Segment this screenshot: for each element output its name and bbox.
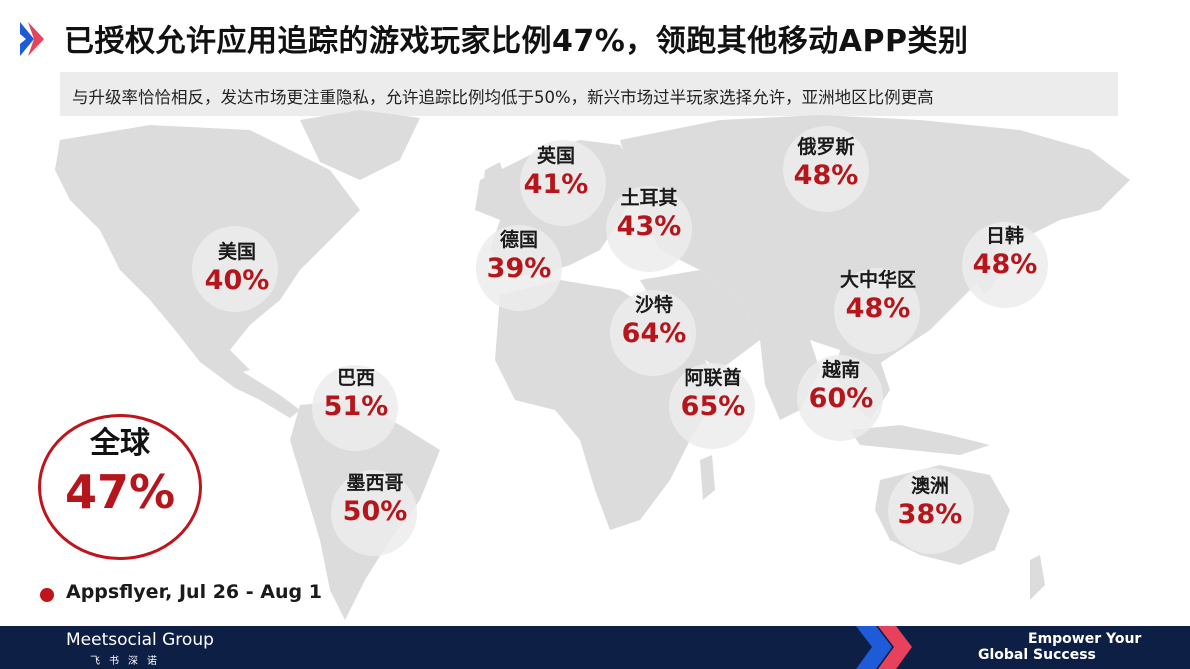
region-label: 沙特 64%	[584, 293, 724, 351]
region-name: 英国	[536, 145, 575, 167]
global-name: 全球	[90, 426, 150, 461]
region-bubble-uk	[520, 140, 606, 226]
page-subtitle: 与升级率恰恰相反，发达市场更注重隐私，允许追踪比例均低于50%，新兴市场过半玩家…	[72, 88, 934, 107]
region-name: 阿联酋	[684, 367, 742, 389]
region-bubble-usa	[192, 226, 278, 312]
region-label: 俄罗斯 48%	[756, 135, 896, 193]
region-label: 日韩 48%	[935, 224, 1075, 282]
region-bubble-brazil	[312, 365, 398, 451]
brand-chevron-logo-icon	[20, 22, 44, 56]
region-label: 美国 40%	[167, 240, 307, 298]
region-value: 48%	[972, 249, 1038, 280]
region-label: 巴西 51%	[286, 366, 426, 424]
region-bubble-turkey	[606, 186, 692, 272]
source-note: Appsflyer, Jul 26 - Aug 1	[66, 581, 322, 603]
footer-bar	[0, 626, 1190, 669]
region-name: 美国	[217, 241, 256, 263]
footer-brand-sub: 飞书深诺	[90, 656, 166, 667]
region-value: 39%	[486, 253, 552, 284]
region-value: 50%	[342, 496, 408, 527]
region-bubble-australia	[888, 468, 974, 554]
region-name: 巴西	[336, 367, 375, 389]
region-value: 65%	[680, 391, 746, 422]
region-label: 阿联酋 65%	[643, 366, 783, 424]
region-value: 64%	[621, 318, 687, 349]
region-value: 40%	[204, 265, 270, 296]
region-bubble-mexico	[331, 470, 417, 556]
global-value: 47%	[64, 465, 176, 519]
region-name: 越南	[821, 359, 860, 381]
region-bubble-germany	[476, 225, 562, 311]
region-bubble-vietnam	[797, 355, 883, 441]
region-name: 澳洲	[910, 475, 949, 497]
region-name: 墨西哥	[346, 472, 404, 494]
subtitle-bar	[60, 72, 1118, 116]
footer-slogan-line2: Global Success	[978, 647, 1096, 663]
region-name: 俄罗斯	[797, 136, 855, 158]
region-bubble-japan-korea	[962, 222, 1048, 308]
region-name: 德国	[499, 229, 538, 251]
region-bubble-russia	[783, 126, 869, 212]
region-name: 日韩	[985, 225, 1024, 247]
region-bubble-saudi	[610, 290, 696, 376]
page-title: 已授权允许应用追踪的游戏玩家比例47%，领跑其他移动APP类别	[64, 24, 969, 59]
region-bubble-uae	[669, 363, 755, 449]
region-label: 澳洲 38%	[860, 474, 1000, 532]
region-bubble-greater-china	[834, 268, 920, 354]
region-value: 41%	[523, 169, 589, 200]
region-value: 43%	[616, 211, 682, 242]
region-label: 德国 39%	[449, 228, 589, 286]
region-value: 48%	[845, 293, 911, 324]
source-bullet-icon	[40, 588, 54, 602]
footer-chevron-logo-icon	[856, 626, 912, 669]
global-callout-circle	[38, 414, 202, 560]
footer-slogan-line1: Empower Your	[1028, 631, 1142, 647]
region-label: 越南 60%	[771, 358, 911, 416]
region-label: 土耳其 43%	[579, 186, 719, 244]
region-name: 沙特	[634, 294, 673, 316]
footer-brand: Meetsocial Group	[66, 630, 214, 650]
region-value: 38%	[897, 499, 963, 530]
region-name: 大中华区	[839, 269, 916, 291]
region-label: 大中华区 48%	[808, 268, 948, 326]
region-value: 60%	[808, 383, 874, 414]
region-value: 51%	[323, 391, 389, 422]
region-value: 48%	[793, 160, 859, 191]
global-callout: 全球 47%	[38, 424, 202, 520]
region-name: 土耳其	[620, 187, 678, 209]
region-label: 墨西哥 50%	[305, 471, 445, 529]
region-label: 英国 41%	[486, 144, 626, 202]
